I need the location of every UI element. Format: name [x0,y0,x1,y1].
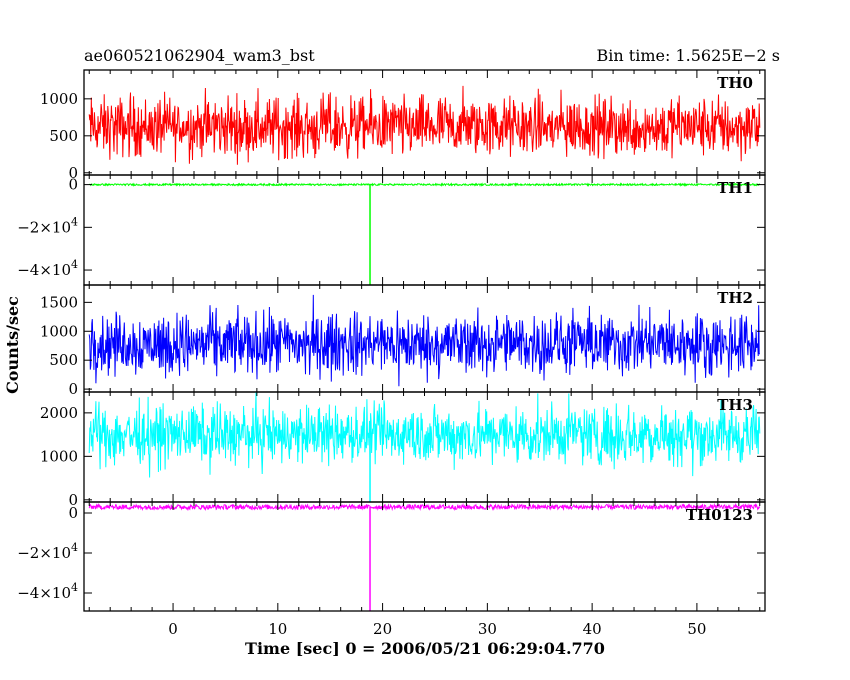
xtick-label-0: 0 [168,620,178,638]
series-th0123 [88,502,761,512]
ytick-label-th3-1: 1000 [40,447,78,465]
ytick-label-th0-0: 0 [68,164,78,182]
panel-label-th3: TH3 [717,396,753,414]
x-tick-labels: 0 10 20 30 40 50 [168,620,706,638]
panels: 0 500 1000 TH0 0 −2×104 −4×104 TH1 0 500 1000 1500 T… [17,69,766,612]
xtick-label-3: 30 [478,620,497,638]
series-th2 [88,294,761,387]
y-axis-label: Counts/sec [3,296,22,394]
xtick-label-5: 50 [687,620,706,638]
xtick-label-2: 20 [373,620,392,638]
ytick-label-th1-1: −2×104 [17,215,78,236]
series-th3 [88,391,761,478]
ytick-label-th1-2: −4×104 [17,258,78,279]
ytick-label-th2-3: 1500 [40,293,78,311]
ytick-label-th2-2: 1000 [40,322,78,340]
x-axis-label: Time [sec] 0 = 2006/05/21 06:29:04.770 [245,639,605,658]
ytick-label-th0123-0: 0 [68,504,78,522]
ytick-label-th1-0: 0 [68,176,78,194]
series-th0 [88,85,761,165]
panel-th2: 0 500 1000 1500 TH2 [40,284,766,398]
panel-label-th2: TH2 [717,289,753,307]
ytick-label-th2-0: 0 [68,380,78,398]
panel-label-th1: TH1 [717,179,753,197]
panel-label-th0: TH0 [717,74,753,92]
ytick-label-th3-0: 0 [68,491,78,509]
frame-th1 [83,174,766,286]
panel-th3: 0 1000 2000 TH3 [40,391,766,509]
xtick-label-1: 10 [268,620,287,638]
panel-th0: 0 500 1000 TH0 [40,69,766,182]
ytick-label-th2-1: 500 [49,351,78,369]
panel-label-th0123: TH0123 [686,506,753,524]
figure-title: ae060521062904_wam3_bst [84,46,315,65]
ytick-label-th3-2: 2000 [40,404,78,422]
ytick-label-th0-2: 1000 [40,90,78,108]
bin-time-label: Bin time: 1.5625E−2 s [597,46,780,65]
ytick-label-th0123-2: −4×104 [17,581,78,602]
ytick-label-th0123-1: −2×104 [17,541,78,562]
series-th1 [89,182,760,188]
ytick-label-th0-1: 500 [49,127,78,145]
xtick-label-4: 40 [583,620,602,638]
frame-th0123 [83,501,766,612]
panel-th0123: 0 −2×104 −4×104 TH0123 [17,501,766,612]
panel-th1: 0 −2×104 −4×104 TH1 [17,174,766,286]
